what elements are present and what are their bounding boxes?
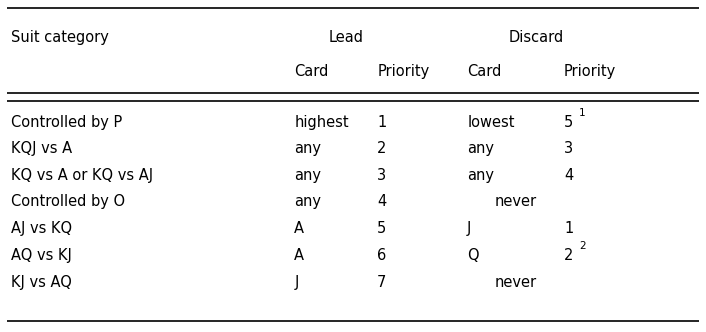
Text: Controlled by P: Controlled by P — [11, 115, 121, 129]
Text: Card: Card — [294, 64, 328, 79]
Text: KQ vs A or KQ vs AJ: KQ vs A or KQ vs AJ — [11, 168, 152, 183]
Text: 4: 4 — [377, 194, 386, 209]
Text: any: any — [467, 168, 494, 183]
Text: 2: 2 — [579, 241, 586, 251]
Text: J: J — [467, 221, 472, 236]
Text: 6: 6 — [377, 248, 386, 263]
Text: 5: 5 — [564, 115, 573, 129]
Text: A: A — [294, 221, 304, 236]
Text: Card: Card — [467, 64, 501, 79]
Text: 1: 1 — [579, 108, 586, 118]
Text: 3: 3 — [564, 141, 573, 156]
Text: never: never — [494, 275, 537, 290]
Text: any: any — [294, 168, 321, 183]
Text: KJ vs AQ: KJ vs AQ — [11, 275, 71, 290]
Text: Suit category: Suit category — [11, 30, 109, 45]
Text: KQJ vs A: KQJ vs A — [11, 141, 71, 156]
Text: Controlled by O: Controlled by O — [11, 194, 125, 209]
Text: never: never — [494, 194, 537, 209]
Text: Priority: Priority — [564, 64, 616, 79]
Text: 7: 7 — [377, 275, 387, 290]
Text: 4: 4 — [564, 168, 573, 183]
Text: Discard: Discard — [509, 30, 564, 45]
Text: 3: 3 — [377, 168, 386, 183]
Text: Priority: Priority — [377, 64, 429, 79]
Text: 2: 2 — [377, 141, 387, 156]
Text: J: J — [294, 275, 299, 290]
Text: A: A — [294, 248, 304, 263]
Text: AJ vs KQ: AJ vs KQ — [11, 221, 71, 236]
Text: lowest: lowest — [467, 115, 515, 129]
Text: Lead: Lead — [328, 30, 364, 45]
Text: 5: 5 — [377, 221, 386, 236]
Text: 2: 2 — [564, 248, 573, 263]
Text: 1: 1 — [377, 115, 386, 129]
Text: 1: 1 — [564, 221, 573, 236]
Text: Q: Q — [467, 248, 479, 263]
Text: any: any — [294, 141, 321, 156]
Text: any: any — [294, 194, 321, 209]
Text: AQ vs KJ: AQ vs KJ — [11, 248, 71, 263]
Text: highest: highest — [294, 115, 349, 129]
Text: any: any — [467, 141, 494, 156]
